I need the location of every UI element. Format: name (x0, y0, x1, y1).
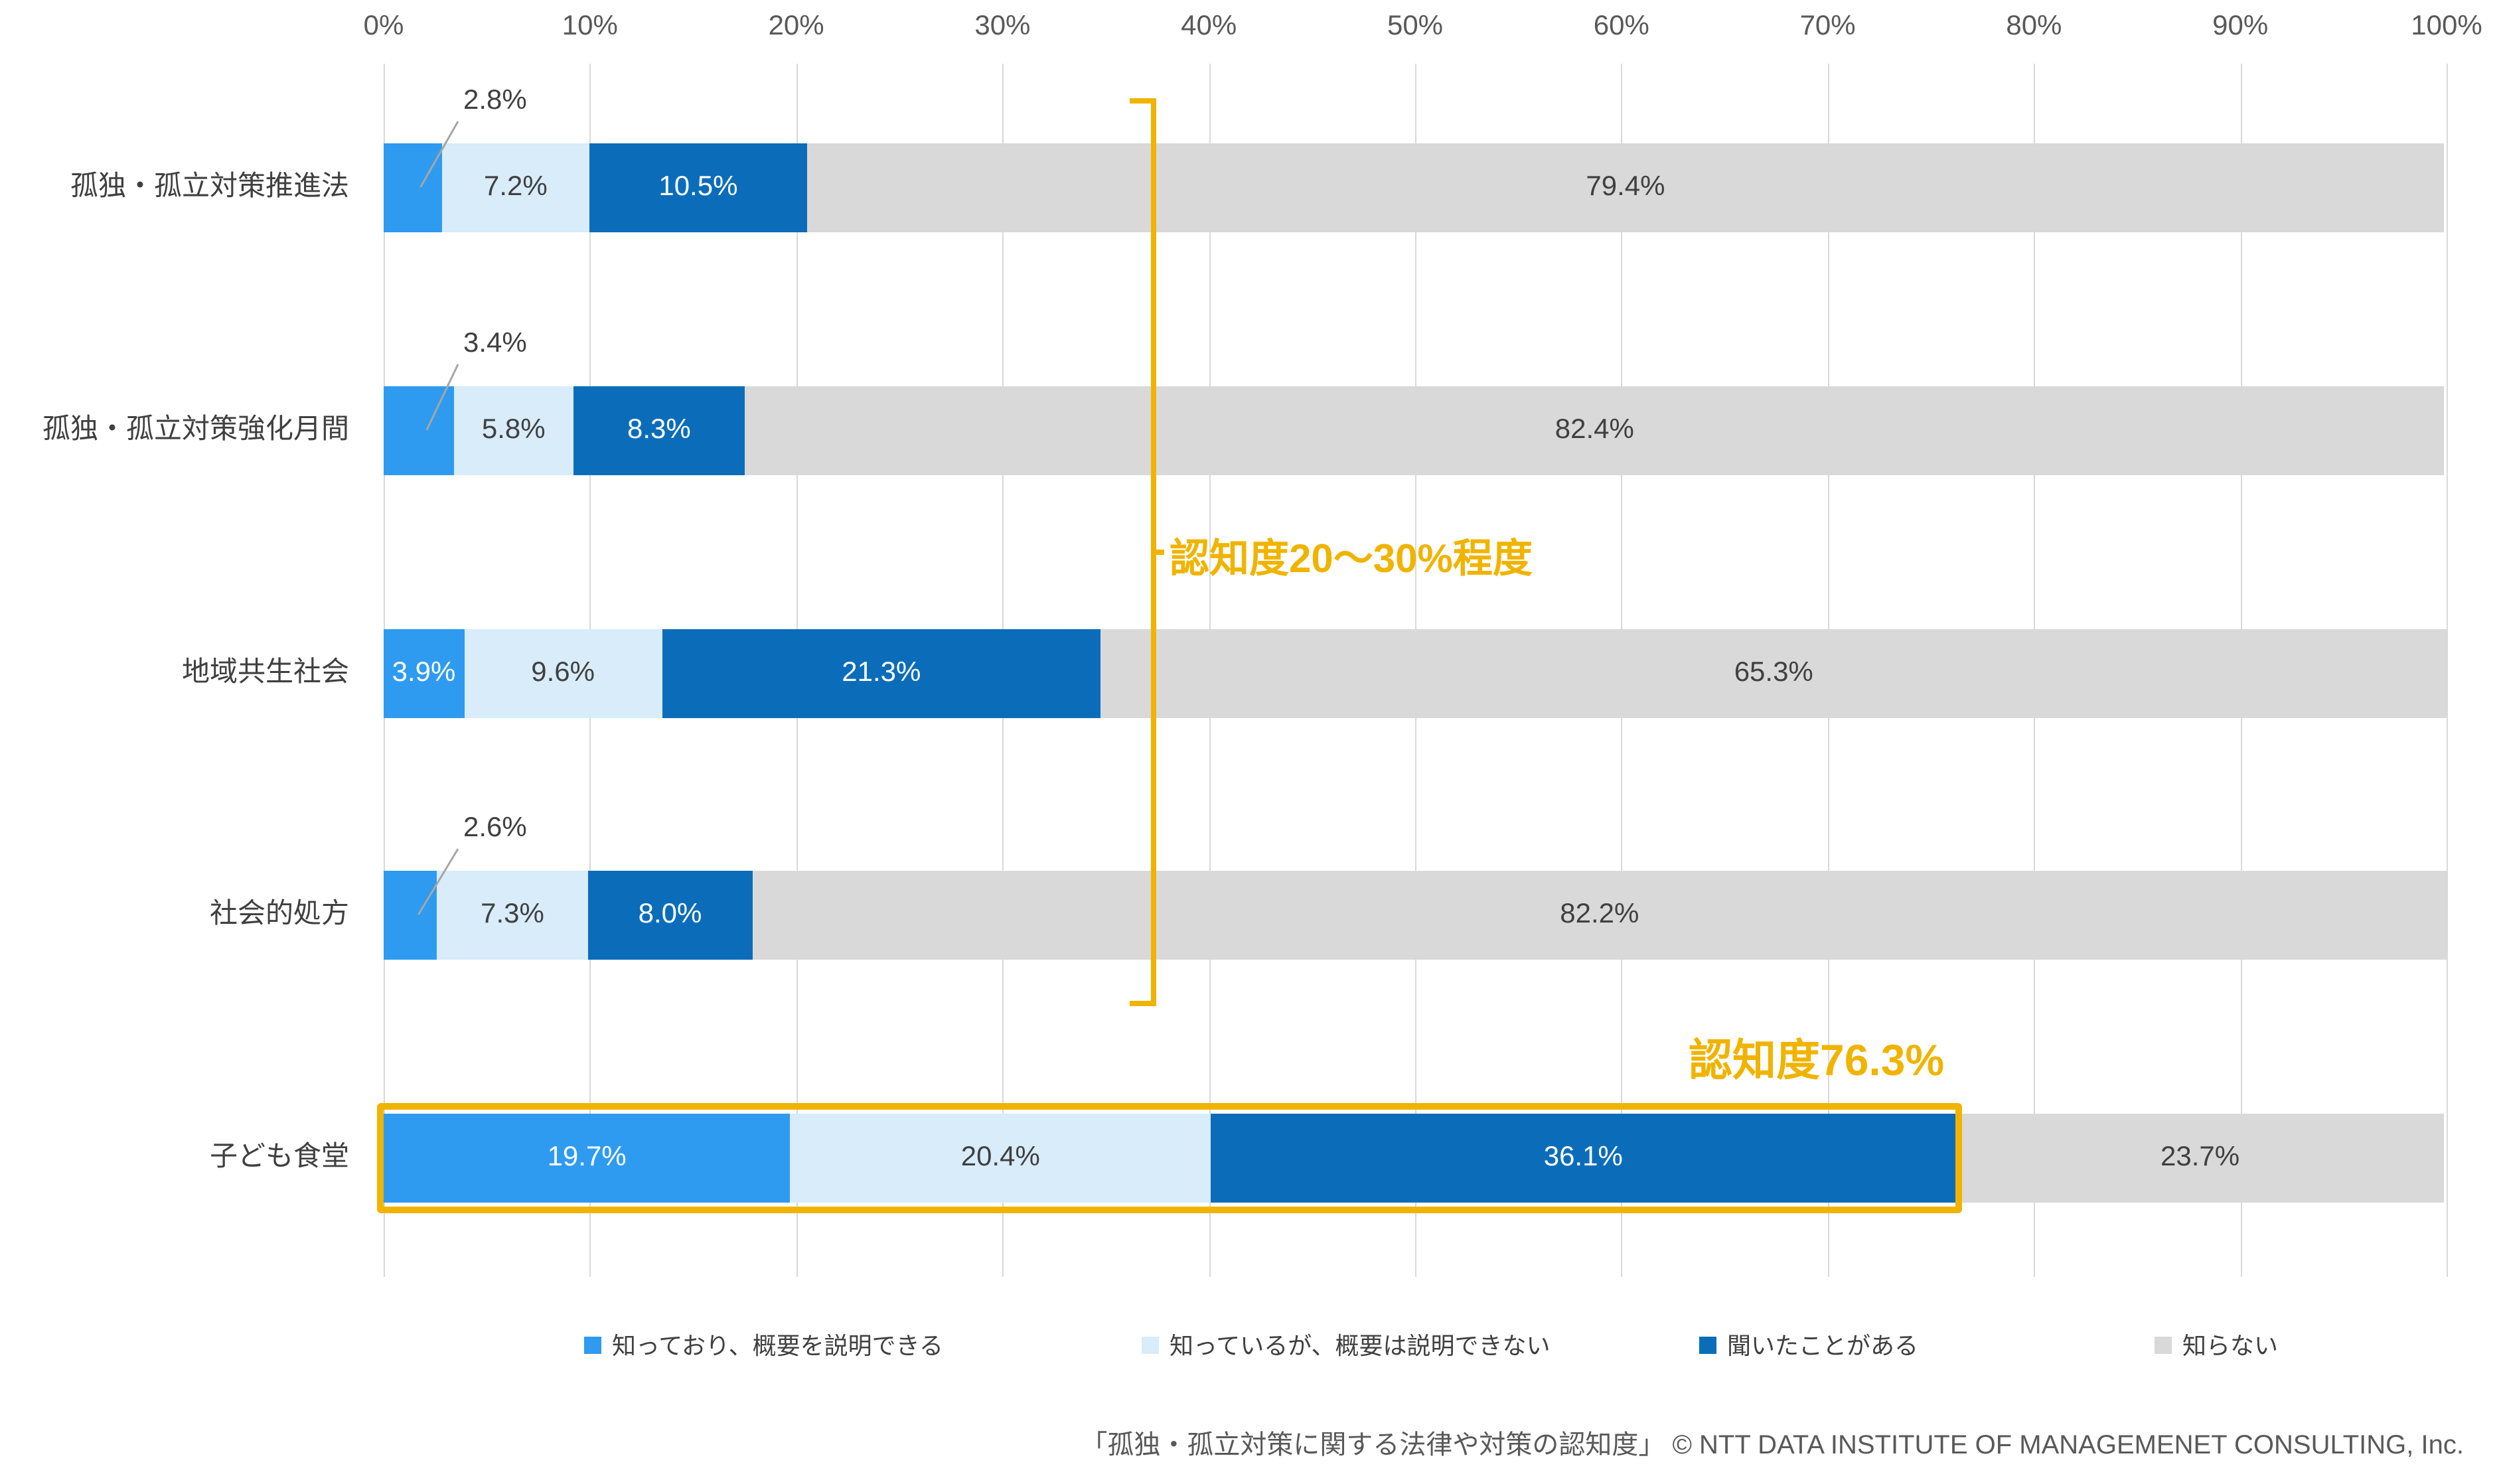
legend-swatch (1142, 1336, 1159, 1353)
bar-segment: 21.3% (662, 629, 1101, 717)
bar-segment: 82.4% (744, 386, 2445, 475)
bracket-annotation-label: 認知度20～30%程度 (1170, 538, 1533, 581)
legend-label: 知っており、概要を説明できる (612, 1333, 943, 1359)
x-axis-tick-label: 0% (363, 11, 404, 41)
x-axis-tick-label: 70% (1799, 11, 1856, 41)
legend-label: 聞いたことがある (1727, 1333, 1918, 1359)
bar-segment: 8.3% (573, 386, 745, 475)
legend-item: 知らない (2155, 1327, 2278, 1362)
x-axis-tick-label: 50% (1387, 11, 1444, 41)
bar-segment: 65.3% (1100, 629, 2447, 717)
legend-swatch (584, 1336, 601, 1353)
bar-segment: 79.4% (806, 143, 2445, 232)
x-axis-tick-label: 10% (562, 11, 618, 41)
category-label: 孤独・孤立対策強化月間 (42, 414, 349, 445)
bar-segment: 3.9% (384, 629, 465, 717)
highlight-box (377, 1102, 1963, 1213)
callout-label: 2.8% (463, 84, 527, 115)
x-axis-tick-label: 40% (1181, 11, 1237, 41)
highlight-annotation-label: 認知度76.3% (1689, 1035, 1945, 1084)
legend-swatch (2155, 1336, 2172, 1353)
bar-segment: 8.0% (587, 870, 753, 959)
gridline (2447, 64, 2448, 1277)
bar-segment: 36.1% (1211, 1113, 1956, 1202)
bar-segment (384, 386, 454, 475)
legend-item: 知っており、概要を説明できる (584, 1327, 943, 1362)
x-axis-tick-label: 60% (1593, 11, 1649, 41)
bar-segment: 9.6% (464, 629, 662, 717)
bar-segment: 5.8% (453, 386, 573, 475)
bar-segment: 82.2% (752, 870, 2447, 959)
bar-segment: 7.2% (441, 143, 590, 232)
bar-segment: 23.7% (1955, 1113, 2445, 1202)
bar-row: 7.3% 8.0% 82.2% (384, 870, 2447, 959)
category-label: 子ども食堂 (210, 1142, 349, 1172)
legend-item: 聞いたことがある (1699, 1327, 1918, 1362)
bar-segment: 20.4% (790, 1113, 1211, 1202)
bar-row: 3.9% 9.6% 21.3% 65.3% (384, 629, 2447, 717)
bar-segment: 7.3% (437, 870, 588, 959)
legend-label: 知っているが、概要は説明できない (1170, 1333, 1551, 1359)
category-label: 地域共生社会 (182, 657, 349, 688)
callout-label: 3.4% (463, 327, 527, 358)
category-label: 孤独・孤立対策推進法 (70, 171, 349, 202)
bar-row: 5.8% 8.3% 82.4% (384, 386, 2447, 475)
x-axis-tick-label: 100% (2411, 11, 2482, 41)
bar-segment (384, 870, 437, 959)
range-bracket (1130, 98, 1164, 1006)
source-caption: 「孤独・孤立対策に関する法律や対策の認知度」 © NTT DATA INSTIT… (1081, 1431, 2464, 1460)
x-axis-tick-label: 80% (2006, 11, 2062, 41)
bar-segment: 19.7% (384, 1113, 791, 1202)
legend-label: 知らない (2182, 1333, 2278, 1359)
bar-row: 7.2% 10.5% 79.4% (384, 143, 2447, 232)
bar-segment: 10.5% (589, 143, 807, 232)
bar-row: 19.7% 20.4% 36.1% 23.7% (384, 1113, 2447, 1202)
x-axis-tick-label: 30% (974, 11, 1031, 41)
legend-swatch (1699, 1336, 1716, 1353)
bar-segment (384, 143, 441, 232)
callout-label: 2.6% (463, 812, 527, 842)
legend-item: 知っているが、概要は説明できない (1142, 1327, 1551, 1362)
category-label: 社会的処方 (210, 899, 349, 929)
x-axis-tick-label: 20% (768, 11, 824, 41)
x-axis-tick-label: 90% (2212, 11, 2269, 41)
